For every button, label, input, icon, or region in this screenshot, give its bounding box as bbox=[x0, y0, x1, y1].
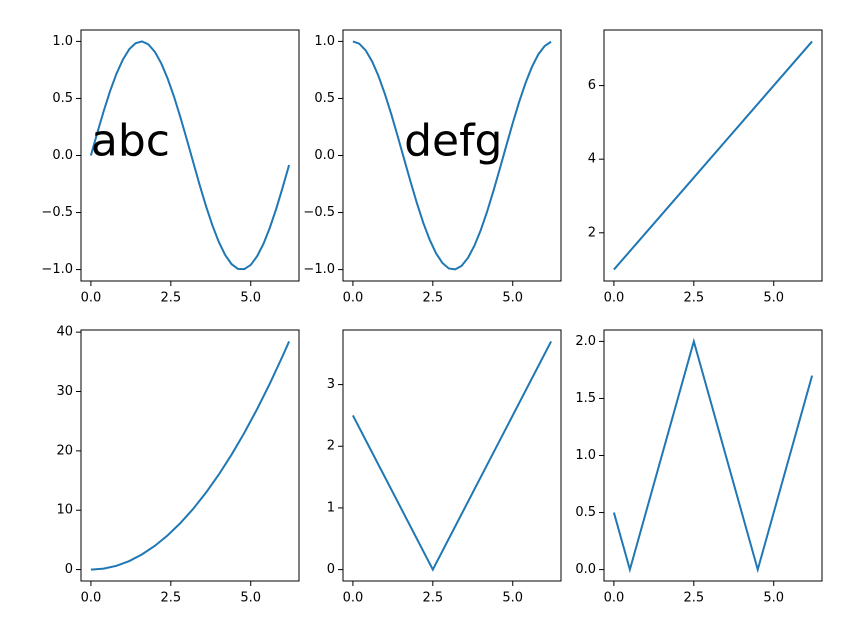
x-tick-label: 2.5 bbox=[160, 591, 181, 606]
y-tick-label: −1.0 bbox=[41, 262, 73, 277]
y-tick-label: −1.0 bbox=[303, 262, 335, 277]
x-tick-label: 5.0 bbox=[763, 291, 784, 306]
y-tick-label: 0 bbox=[65, 562, 73, 577]
y-tick-label: −0.5 bbox=[303, 205, 335, 220]
axes-frame bbox=[80, 329, 300, 582]
y-tick-label: 0.0 bbox=[575, 562, 596, 577]
x-tick-label: 2.5 bbox=[422, 291, 443, 306]
x-tick-label: 5.0 bbox=[240, 591, 261, 606]
x-tick-label: 0.0 bbox=[343, 291, 364, 306]
axes-frame bbox=[603, 329, 823, 582]
axes-frame bbox=[342, 29, 562, 282]
y-tick-label: 0.5 bbox=[314, 91, 335, 106]
x-tick-label: 0.0 bbox=[81, 591, 102, 606]
x-tick-label: 0.0 bbox=[604, 291, 625, 306]
x-tick-label: 0.0 bbox=[81, 291, 102, 306]
x-tick-label: 5.0 bbox=[763, 591, 784, 606]
y-tick-label: 0.0 bbox=[52, 148, 73, 163]
y-tick-label: 0.0 bbox=[314, 148, 335, 163]
line bbox=[90, 341, 291, 571]
y-tick-label: 3 bbox=[327, 377, 335, 392]
axes-frame bbox=[603, 29, 823, 282]
y-tick-label: 0.5 bbox=[575, 505, 596, 520]
y-tick-label: 2 bbox=[327, 439, 335, 454]
y-tick-label: 4 bbox=[588, 152, 596, 167]
y-tick-label: 40 bbox=[56, 325, 73, 340]
axes-frame bbox=[342, 329, 562, 582]
y-tick-label: 2 bbox=[588, 225, 596, 240]
x-tick-label: 0.0 bbox=[343, 591, 364, 606]
y-tick-label: 0 bbox=[327, 562, 335, 577]
y-tick-label: 1.0 bbox=[314, 34, 335, 49]
y-tick-label: 1.5 bbox=[575, 391, 596, 406]
annotation: abc bbox=[91, 116, 170, 167]
line bbox=[352, 40, 552, 271]
x-tick-label: 5.0 bbox=[502, 591, 523, 606]
y-tick-label: 1.0 bbox=[52, 34, 73, 49]
y-tick-label: 20 bbox=[56, 443, 73, 458]
x-tick-label: 5.0 bbox=[502, 291, 523, 306]
x-tick-label: 2.5 bbox=[683, 291, 704, 306]
y-tick-label: 10 bbox=[56, 503, 73, 518]
axes-frame bbox=[80, 29, 300, 282]
x-tick-label: 2.5 bbox=[683, 591, 704, 606]
line bbox=[612, 337, 814, 574]
line bbox=[352, 340, 552, 572]
x-tick-label: 2.5 bbox=[160, 291, 181, 306]
y-tick-label: 6 bbox=[588, 78, 596, 93]
y-tick-label: 30 bbox=[56, 384, 73, 399]
y-tick-label: 1.0 bbox=[575, 448, 596, 463]
y-tick-label: 2.0 bbox=[575, 334, 596, 349]
x-tick-label: 2.5 bbox=[422, 591, 443, 606]
x-tick-label: 0.0 bbox=[604, 591, 625, 606]
annotation: defg bbox=[404, 116, 502, 167]
y-tick-label: 1 bbox=[327, 500, 335, 515]
y-tick-label: −0.5 bbox=[41, 205, 73, 220]
line bbox=[613, 40, 813, 271]
x-tick-label: 5.0 bbox=[240, 291, 261, 306]
y-tick-label: 0.5 bbox=[52, 91, 73, 106]
line bbox=[89, 40, 291, 271]
